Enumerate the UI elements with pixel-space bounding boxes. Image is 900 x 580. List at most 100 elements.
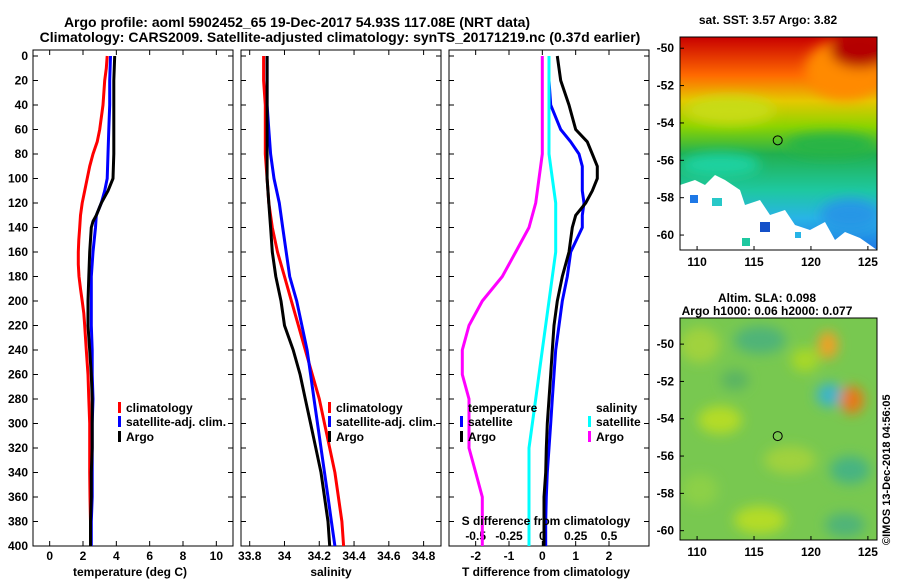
sla-argo-location-marker	[772, 431, 783, 442]
map-y-tick-label: -60	[657, 228, 675, 242]
series-line-s-satellite	[527, 56, 558, 546]
series-line-t-argo	[542, 55, 599, 546]
x-tick-label: 34.2	[308, 549, 332, 563]
depth-tick-label: 120	[8, 196, 28, 210]
depth-tick-label: 280	[8, 392, 28, 406]
map-y-tick-label: -52	[657, 374, 675, 388]
series-line-s-argo	[460, 56, 544, 546]
legend-s-satellite: satellite	[596, 415, 641, 429]
legend-climatology: climatology	[126, 401, 193, 415]
legend-swatch-satellite	[118, 416, 121, 427]
x-tick-label: -1	[504, 549, 515, 563]
depth-tick-label: 400	[8, 539, 28, 553]
sst-map-frame	[679, 36, 878, 251]
legend-swatch-s-argo	[588, 431, 591, 442]
s-difference-tick-label: 0.5	[601, 529, 618, 543]
depth-tick-label: 180	[8, 270, 28, 284]
sla-map-subtitle: Argo h1000: 0.06 h2000: 0.077	[682, 304, 853, 318]
legend-climatology: climatology	[336, 401, 403, 415]
x-tick-label: 8	[180, 549, 187, 563]
sst-map	[680, 37, 877, 250]
profile-series	[76, 55, 599, 547]
depth-tick-label: 0	[21, 49, 28, 63]
sla-map-frame	[679, 317, 878, 541]
legend-swatch-argo	[118, 431, 121, 442]
map-y-tick-label: -58	[657, 486, 675, 500]
salinity-legend: climatology satellite-adj. clim. Argo	[328, 401, 436, 444]
depth-tick-label: 160	[8, 245, 28, 259]
map-y-tick-label: -54	[657, 116, 675, 130]
depth-tick-label: 40	[15, 98, 29, 112]
legend-swatch-satellite	[328, 416, 331, 427]
map-y-tick-label: -58	[657, 191, 675, 205]
map-y-tick-label: -56	[657, 449, 675, 463]
legend-swatch-s-satellite	[588, 416, 591, 427]
legend-t-argo: Argo	[468, 430, 496, 444]
legend-swatch-t-satellite	[460, 416, 463, 427]
legend-satellite-adj: satellite-adj. clim.	[336, 415, 436, 429]
map-x-tick-label: 110	[687, 545, 707, 559]
s-difference-tick-label: 0.25	[564, 529, 588, 543]
legend-argo: Argo	[336, 430, 364, 444]
map-y-tick-label: -50	[657, 41, 675, 55]
s-difference-tick-label: -0.25	[495, 529, 523, 543]
depth-tick-label: 260	[8, 368, 28, 382]
map-x-tick-label: 115	[744, 545, 764, 559]
depth-tick-label: 100	[8, 172, 28, 186]
depth-tick-label: 360	[8, 490, 28, 504]
x-tick-label: 6	[146, 549, 153, 563]
difference-legend: temperature satellite Argo salinity sate…	[460, 401, 641, 444]
series-line-t-satellite	[544, 56, 586, 546]
legend-argo: Argo	[126, 430, 154, 444]
x-tick-label: 1	[572, 549, 579, 563]
legend-s-argo: Argo	[596, 430, 624, 444]
depth-tick-label: 200	[8, 294, 28, 308]
x-tick-label: 0	[539, 549, 546, 563]
x-tick-label: 2	[606, 549, 613, 563]
depth-tick-label: 380	[8, 515, 28, 529]
depth-tick-label: 60	[15, 123, 29, 137]
x-tick-label: 34.8	[412, 549, 436, 563]
s-difference-tick-label: 0	[539, 529, 546, 543]
legend-swatch-climatology	[118, 402, 121, 413]
legend-swatch-argo	[328, 431, 331, 442]
map-x-tick-label: 120	[801, 255, 821, 269]
x-tick-label: 0	[46, 549, 53, 563]
depth-tick-label: 320	[8, 441, 28, 455]
s-difference-axis-label: S difference from climatology	[462, 514, 631, 528]
salinity-axis-label: salinity	[310, 565, 352, 579]
depth-axis: 0 20 40 60 80 100 120 140 160 180 200 220 240 260 280 3…	[8, 49, 649, 553]
legend-salinity-title: salinity	[596, 401, 638, 415]
x-tick-label: -2	[470, 549, 481, 563]
x-tick-label: 4	[113, 549, 120, 563]
map-y-tick-label: -50	[657, 337, 675, 351]
sla-map	[680, 318, 877, 540]
legend-swatch-climatology	[328, 402, 331, 413]
series-line-argo	[265, 56, 332, 547]
t-difference-axis-label: T difference from climatology	[462, 565, 630, 579]
series-line-satellite-adj-clim-	[265, 56, 337, 547]
x-tick-label: 34	[278, 549, 292, 563]
series-line-climatology	[262, 56, 346, 547]
legend-t-satellite: satellite	[468, 415, 513, 429]
x-tick-label: 2	[80, 549, 87, 563]
sla-map-axes: 110 115 120 125 -50 -52 -54 -56 -58 -60	[657, 337, 879, 559]
temperature-legend: climatology satellite-adj. clim. Argo	[118, 401, 226, 444]
x-tick-label: 10	[210, 549, 224, 563]
temperature-axis-label: temperature (deg C)	[73, 565, 187, 579]
sst-map-title: sat. SST: 3.57 Argo: 3.82	[699, 13, 838, 27]
map-y-tick-label: -56	[657, 153, 675, 167]
series-line-argo	[86, 55, 117, 546]
map-x-tick-label: 125	[858, 545, 878, 559]
map-y-tick-label: -52	[657, 79, 675, 93]
map-x-tick-label: 115	[744, 255, 764, 269]
sst-argo-location-marker	[772, 135, 783, 146]
legend-satellite-adj: satellite-adj. clim.	[126, 415, 226, 429]
title-line-1: Argo profile: aoml 5902452_65 19-Dec-201…	[64, 14, 530, 30]
depth-tick-label: 240	[8, 343, 28, 357]
depth-tick-label: 340	[8, 466, 28, 480]
x-tick-label: 33.8	[238, 549, 262, 563]
salinity-panel	[240, 49, 442, 547]
depth-tick-label: 140	[8, 221, 28, 235]
